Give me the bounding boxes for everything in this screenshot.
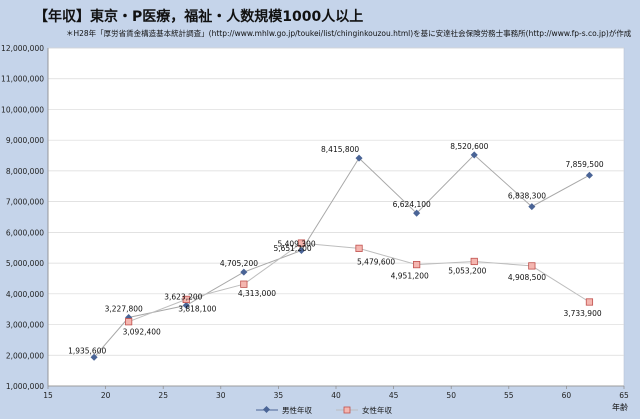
male-data-label: 3,623,200	[164, 292, 202, 301]
y-tick-label: 10,000,000	[1, 105, 44, 114]
y-tick-label: 5,000,000	[6, 259, 44, 268]
grid-layer	[48, 47, 624, 387]
female-data-point	[240, 280, 248, 288]
female-data-label: 3,818,100	[178, 304, 216, 313]
x-tick-label: 15	[43, 391, 53, 400]
female-data-point	[297, 239, 306, 247]
axis-layer: 1,000,000 2,000,000 3,000,000 4,000,000 5,00…	[1, 44, 629, 400]
x-tick-label: 65	[619, 391, 629, 400]
male-data-label: 8,415,800	[321, 145, 359, 154]
male-data-label: 1,935,600	[68, 346, 106, 355]
legend-female-label: 女性年収	[362, 405, 392, 415]
x-tick-label: 55	[504, 391, 514, 400]
female-data-point	[585, 298, 594, 306]
female-data-point	[528, 262, 536, 270]
y-tick-label: 2,000,000	[6, 351, 44, 360]
x-tick-label: 50	[446, 391, 456, 400]
male-data-point	[528, 203, 536, 211]
male-data-label: 5,409,300	[277, 240, 315, 249]
y-tick-label: 9,000,000	[6, 136, 44, 145]
y-tick-label: 8,000,000	[6, 167, 44, 176]
male-data-point	[470, 151, 478, 159]
y-tick-label: 12,000,000	[1, 44, 44, 53]
legend-male-marker	[262, 405, 271, 414]
y-tick-label: 6,000,000	[6, 228, 44, 237]
female-data-point	[470, 257, 478, 266]
x-tick-label: 60	[562, 391, 572, 400]
x-tick-label: 30	[216, 391, 226, 400]
chart-title: 【年収】東京・P医療，福祉・人数規模1000人以上	[34, 8, 363, 25]
male-data-point	[585, 171, 593, 179]
y-tick-label: 11,000,000	[1, 75, 44, 84]
female-data-label: 5,651,200	[273, 244, 311, 253]
female-data-label: 4,951,200	[391, 272, 429, 281]
x-tick-label: 25	[158, 391, 168, 400]
male-data-point	[182, 301, 190, 309]
y-tick-label: 4,000,000	[6, 290, 44, 299]
female-data-point	[413, 260, 421, 269]
male-data-label: 4,705,200	[220, 259, 258, 268]
y-tick-label: 3,000,000	[6, 321, 44, 330]
female-data-label: 4,313,000	[238, 289, 276, 298]
label-layer: 1,935,600 3,227,800 3,623,200 4,705,200 5,40…	[68, 142, 604, 355]
female-data-point	[182, 295, 190, 304]
male-data-point	[413, 209, 421, 217]
x-tick-label: 40	[331, 391, 341, 400]
male-data-point	[355, 154, 363, 162]
male-data-label: 3,227,800	[105, 305, 143, 314]
male-data-label: 6,624,100	[393, 200, 431, 209]
female-data-label: 3,092,400	[123, 328, 161, 337]
male-data-label: 8,520,600	[450, 142, 488, 151]
plot-area	[47, 47, 625, 387]
series-line-male	[93, 154, 590, 358]
male-data-label: 6,838,300	[508, 192, 546, 201]
x-tick-label: 35	[274, 391, 284, 400]
female-data-label: 4,908,500	[508, 273, 546, 282]
x-axis-label: 年齢	[612, 402, 628, 412]
female-data-label: 3,733,900	[563, 309, 601, 318]
male-data-label: 7,859,500	[565, 160, 603, 169]
chart-subtitle: ＊H28年「厚労省賃金構造基本統計調査」(http://www.mhlw.go.…	[66, 28, 632, 38]
legend: 男性年収 女性年収	[256, 405, 392, 415]
male-data-point	[297, 246, 305, 255]
x-tick-label: 45	[389, 391, 399, 400]
male-data-point	[240, 268, 248, 276]
female-data-point	[355, 244, 363, 252]
female-data-label: 5,053,200	[448, 266, 486, 275]
legend-male-label: 男性年収	[282, 405, 312, 415]
series-layer	[90, 151, 594, 361]
legend-female-marker	[343, 406, 351, 414]
male-data-point	[90, 353, 98, 361]
y-tick-label: 1,000,000	[6, 382, 44, 391]
y-tick-label: 7,000,000	[6, 198, 44, 207]
female-data-point	[125, 318, 133, 326]
female-data-label: 5,479,600	[357, 257, 395, 266]
x-tick-label: 20	[101, 391, 111, 400]
